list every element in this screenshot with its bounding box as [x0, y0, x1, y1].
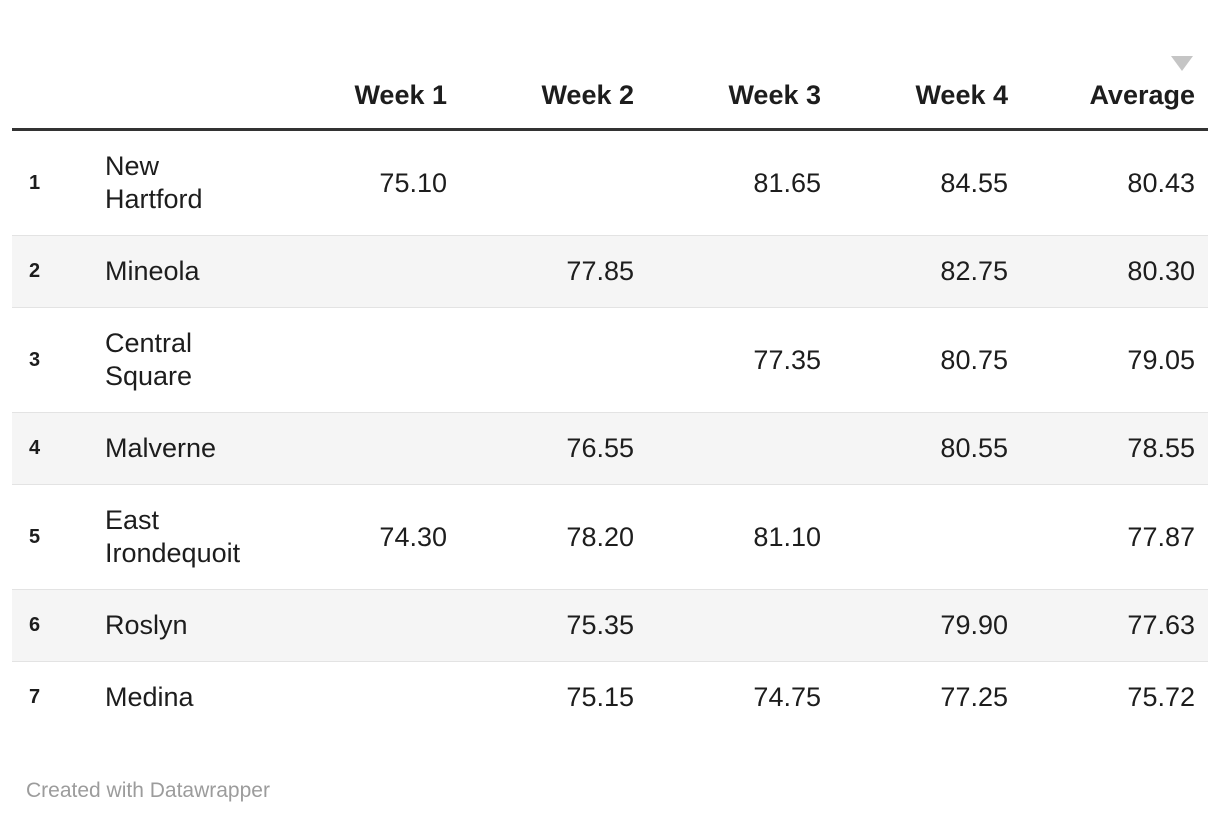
datawrapper-table-chart: Week 1 Week 2 Week 3 Week 4 Average 1 Ne…	[12, 50, 1208, 803]
data-table: Week 1 Week 2 Week 3 Week 4 Average 1 Ne…	[12, 50, 1208, 733]
value-cell: 76.55	[460, 412, 647, 485]
average-cell: 79.05	[1021, 307, 1208, 413]
name-cell: Malverne	[60, 412, 273, 485]
column-header-average-label: Average	[1089, 80, 1195, 110]
average-cell: 80.30	[1021, 235, 1208, 308]
average-cell: 75.72	[1021, 661, 1208, 733]
table-row: 3 Central Square 77.35 80.75 79.05	[12, 307, 1208, 413]
name-cell: East Irondequoit	[60, 484, 273, 590]
column-header-week4[interactable]: Week 4	[834, 50, 1021, 131]
column-header-week2[interactable]: Week 2	[460, 50, 647, 131]
column-header-week1[interactable]: Week 1	[273, 50, 460, 131]
value-cell	[460, 130, 647, 236]
header-rank	[12, 50, 60, 131]
value-cell	[273, 307, 460, 413]
rank-cell: 2	[12, 235, 60, 308]
value-cell	[273, 235, 460, 308]
column-header-average[interactable]: Average	[1021, 50, 1208, 131]
value-cell: 81.65	[753, 167, 821, 198]
datawrapper-attribution-link[interactable]: Created with Datawrapper	[26, 779, 270, 802]
rank-cell: 7	[12, 661, 60, 733]
rank-cell: 3	[12, 307, 60, 413]
value-cell: 77.35	[647, 307, 834, 413]
rank-cell: 1	[29, 171, 41, 194]
value-cell: 80.75	[834, 307, 1021, 413]
attribution-footer: Created with Datawrapper	[12, 779, 1208, 803]
rank-cell: 6	[12, 589, 60, 662]
name-cell: Mineola	[60, 235, 273, 308]
sort-descending-icon	[1171, 56, 1193, 71]
average-cell: 80.43	[1127, 167, 1195, 198]
table-row: 2 Mineola 77.85 82.75 80.30	[12, 235, 1208, 308]
value-cell: 74.30	[273, 484, 460, 590]
name-cell: New Hartford	[105, 151, 203, 214]
value-cell	[834, 484, 1021, 590]
average-cell: 77.87	[1021, 484, 1208, 590]
column-header-week3[interactable]: Week 3	[647, 50, 834, 131]
value-cell	[273, 412, 460, 485]
value-cell	[273, 661, 460, 733]
header-row: Week 1 Week 2 Week 3 Week 4 Average	[12, 50, 1208, 131]
value-cell: 75.15	[460, 661, 647, 733]
table-row: 6 Roslyn 75.35 79.90 77.63	[12, 589, 1208, 662]
value-cell: 81.10	[647, 484, 834, 590]
table-row: 1 New Hartford 75.10 81.65 84.55 80.43	[12, 130, 1208, 236]
value-cell: 77.25	[834, 661, 1021, 733]
value-cell	[647, 235, 834, 308]
rank-cell: 5	[12, 484, 60, 590]
name-cell: Roslyn	[60, 589, 273, 662]
name-cell: Medina	[60, 661, 273, 733]
value-cell: 77.85	[460, 235, 647, 308]
value-cell	[273, 589, 460, 662]
table-row: 5 East Irondequoit 74.30 78.20 81.10 77.…	[12, 484, 1208, 590]
value-cell	[647, 589, 834, 662]
table-row: 7 Medina 75.15 74.75 77.25 75.72	[12, 661, 1208, 733]
value-cell	[647, 412, 834, 485]
value-cell	[460, 307, 647, 413]
value-cell: 84.55	[940, 167, 1008, 198]
header-name	[60, 50, 273, 131]
name-cell: Central Square	[60, 307, 273, 413]
value-cell: 79.90	[834, 589, 1021, 662]
rank-cell: 4	[12, 412, 60, 485]
value-cell: 74.75	[647, 661, 834, 733]
value-cell: 80.55	[834, 412, 1021, 485]
average-cell: 78.55	[1021, 412, 1208, 485]
value-cell: 75.35	[460, 589, 647, 662]
value-cell: 75.10	[379, 167, 447, 198]
value-cell: 78.20	[460, 484, 647, 590]
value-cell: 82.75	[834, 235, 1021, 308]
table-row: 4 Malverne 76.55 80.55 78.55	[12, 412, 1208, 485]
average-cell: 77.63	[1021, 589, 1208, 662]
